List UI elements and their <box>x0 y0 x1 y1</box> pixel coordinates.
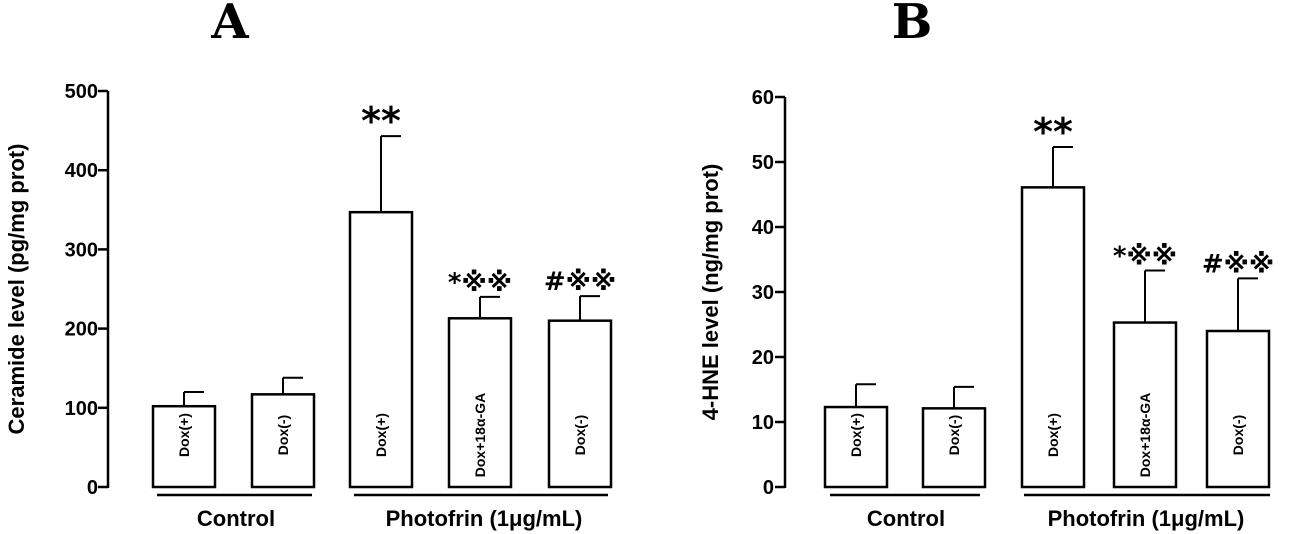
bar <box>1112 321 1178 489</box>
y-tick-label: 10 <box>752 412 774 434</box>
significance-annotation: #※※ <box>1202 249 1274 279</box>
panel-letter: B <box>892 0 933 50</box>
y-tick-label: 100 <box>65 398 98 420</box>
bar <box>348 210 414 489</box>
bar-category-label: Dox+18α-GA <box>472 393 488 477</box>
bar <box>547 319 613 489</box>
significance-annotation: ** <box>361 99 401 143</box>
significance-annotation: ** <box>1033 110 1073 154</box>
bar-category-label: Dox(-) <box>572 415 588 455</box>
significance-annotation: *※※ <box>448 268 512 298</box>
group-label: Control <box>197 506 275 531</box>
y-tick-label: 40 <box>752 217 774 239</box>
group-label: Photofrin (1μg/mL) <box>386 506 583 531</box>
y-tick-label: 50 <box>752 152 774 174</box>
bar-category-label: Dox(-) <box>946 415 962 455</box>
bar <box>823 405 889 489</box>
y-axis-label: Ceramide level (pg/mg prot) <box>4 144 29 435</box>
y-tick-label: 60 <box>752 87 774 109</box>
bar-category-label: Dox(+) <box>1045 413 1061 457</box>
bar <box>447 317 513 489</box>
bar-category-label: Dox+18α-GA <box>1137 393 1153 477</box>
y-tick-label: 500 <box>65 81 98 103</box>
bar-category-label: Dox(+) <box>373 413 389 457</box>
bar-category-label: Dox(-) <box>275 415 291 455</box>
group-label: Photofrin (1μg/mL) <box>1048 506 1245 531</box>
significance-annotation: #※※ <box>544 267 616 297</box>
y-tick-label: 0 <box>763 477 774 499</box>
bar <box>250 393 316 489</box>
y-tick-label: 0 <box>87 477 98 499</box>
bar <box>151 404 217 489</box>
y-tick-label: 20 <box>752 347 774 369</box>
bar <box>1205 329 1271 489</box>
bar <box>1020 186 1086 489</box>
panel-letter: A <box>210 0 249 50</box>
y-tick-label: 400 <box>65 160 98 182</box>
bar-category-label: Dox(-) <box>1230 415 1246 455</box>
bar-category-label: Dox(+) <box>176 413 192 457</box>
y-tick-label: 200 <box>65 319 98 341</box>
bar-category-label: Dox(+) <box>848 413 864 457</box>
y-tick-label: 30 <box>752 282 774 304</box>
bar <box>921 407 987 489</box>
y-axis-label: 4-HNE level (ng/mg prot) <box>698 164 723 421</box>
significance-annotation: *※※ <box>1113 242 1177 272</box>
group-label: Control <box>867 506 945 531</box>
y-tick-label: 300 <box>65 239 98 261</box>
